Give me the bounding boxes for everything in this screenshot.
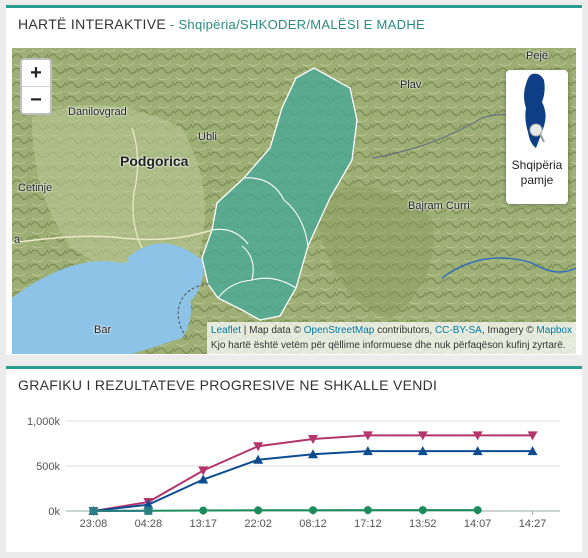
place-edge: a: [14, 234, 21, 246]
albania-map-icon: [524, 73, 546, 148]
map-panel: HARTË INTERAKTIVE - Shqipëria/SHKODER/MA…: [6, 5, 582, 355]
map-breadcrumb[interactable]: Shqipëria/SHKODER/MALËSI E MADHE: [178, 17, 426, 32]
attribution-text: contributors,: [374, 325, 435, 336]
data-point: [143, 499, 154, 509]
map-tiles[interactable]: [12, 48, 576, 354]
map-title: HARTË INTERAKTIVE: [18, 16, 166, 32]
x-tick-label: 13:52: [409, 518, 437, 530]
place-bar: Bar: [94, 324, 112, 336]
attribution-text: , Imagery ©: [481, 325, 537, 336]
overview-caption-line1: Shqipëria: [511, 158, 563, 172]
license-link[interactable]: CC-BY-SA: [434, 325, 482, 336]
series-line-2: [93, 509, 478, 512]
data-point: [472, 431, 483, 441]
y-tick-label: 1,000k: [27, 416, 61, 428]
overview-caption: Shqipëria pamje: [506, 158, 568, 188]
place-podgorica: Podgorica: [120, 153, 189, 169]
place-plav: Plav: [400, 79, 422, 91]
data-point: [417, 431, 428, 441]
data-point: [89, 507, 98, 515]
y-tick-label: 500k: [36, 461, 60, 473]
zoom-in-button[interactable]: +: [22, 60, 50, 87]
place-danilovgrad: Danilovgrad: [68, 106, 127, 118]
series-line-1: [93, 450, 533, 512]
x-tick-label: 14:27: [519, 518, 547, 530]
data-point: [418, 506, 427, 515]
data-point: [362, 446, 373, 456]
x-tick-label: 14:07: [464, 518, 492, 530]
data-point: [144, 506, 153, 515]
progress-line-chart[interactable]: 0k 500k 1,000k 23:08 04:28 13:17 22:02 08:12 17:…: [6, 399, 582, 555]
y-tick-label: 0k: [48, 506, 60, 518]
albania-overview-button[interactable]: Shqipëria pamje: [506, 70, 568, 204]
place-cetinje: Cetinje: [18, 182, 53, 194]
data-point: [417, 446, 428, 456]
data-point: [363, 506, 372, 515]
data-point: [308, 435, 318, 444]
zoom-out-button[interactable]: −: [30, 89, 42, 111]
data-point: [309, 506, 317, 515]
data-point: [527, 446, 538, 456]
chart-panel: GRAFIKU I REZULTATEVE PROGRESIVE NE SHKA…: [6, 366, 582, 552]
chart-title: GRAFIKU I REZULTATEVE PROGRESIVE NE SHKA…: [18, 377, 438, 393]
data-point: [253, 442, 264, 452]
x-tick-label: 22:02: [244, 518, 272, 530]
zoom-control: + −: [20, 58, 52, 115]
data-point: [198, 466, 209, 476]
map-attribution: Leaflet | Map data © OpenStreetMap contr…: [206, 322, 576, 354]
data-point: [473, 506, 482, 515]
title-separator: -: [165, 17, 179, 32]
x-tick-label: 17:12: [354, 518, 382, 530]
data-point: [199, 506, 208, 515]
data-point: [198, 474, 209, 484]
map-disclaimer: Kjo hartë është vetëm për qëllime inform…: [210, 340, 566, 351]
place-peje: Pejë: [526, 50, 549, 62]
leaflet-link[interactable]: Leaflet: [210, 325, 241, 336]
overview-caption-line2: pamje: [520, 173, 554, 187]
data-point: [308, 449, 318, 459]
x-tick-label: 08:12: [299, 518, 327, 530]
data-point: [254, 506, 263, 515]
place-ubli: Ubli: [198, 131, 217, 143]
attribution-text: | Map data ©: [240, 325, 304, 336]
data-point: [527, 431, 538, 441]
data-point: [362, 431, 373, 441]
x-tick-label: 04:28: [135, 518, 163, 530]
interactive-map[interactable]: + − Pejë Plav Danilovgrad Ubli Podgorica…: [12, 48, 576, 354]
mapbox-link[interactable]: Mapbox: [536, 325, 572, 336]
place-bajram-curri: Bajram Curri: [408, 200, 470, 212]
x-tick-label: 23:08: [80, 518, 108, 530]
x-tick-label: 13:17: [189, 518, 217, 530]
data-point: [253, 454, 264, 464]
osm-link[interactable]: OpenStreetMap: [303, 325, 375, 336]
data-point: [472, 446, 483, 456]
map-panel-title: HARTË INTERAKTIVE - Shqipëria/SHKODER/MA…: [18, 16, 425, 32]
